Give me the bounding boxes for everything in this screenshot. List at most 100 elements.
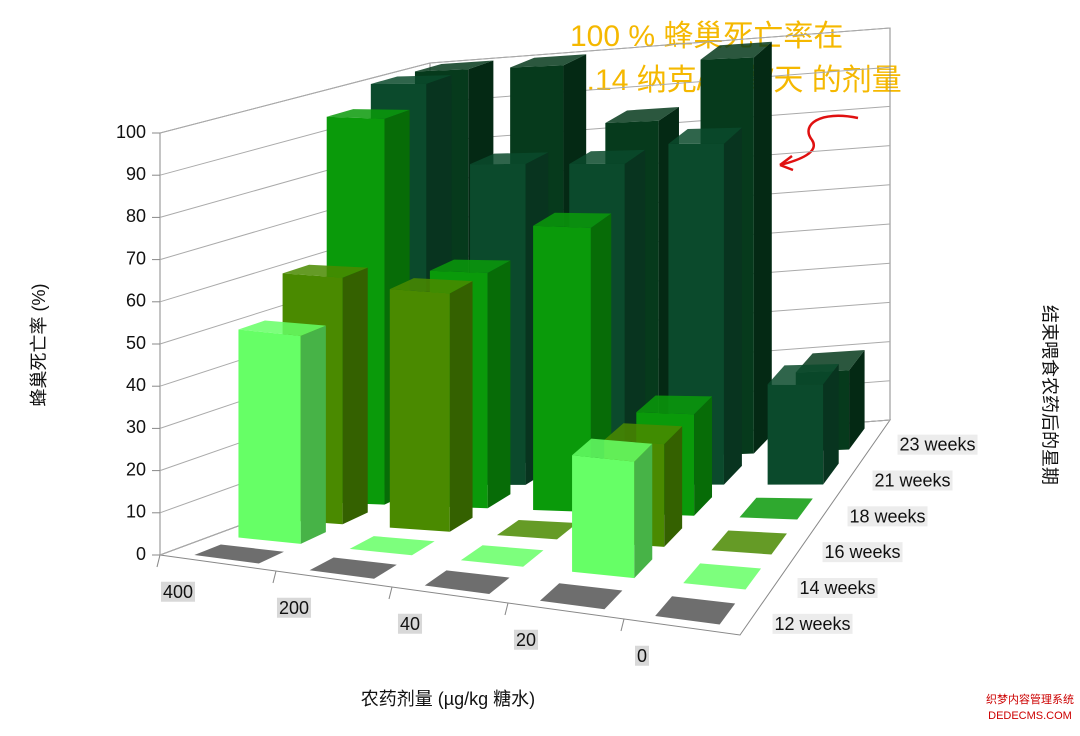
annotation-arrow-head — [779, 155, 794, 172]
x-tick — [504, 602, 509, 616]
bar-side — [823, 364, 839, 485]
annotation-arrow — [779, 114, 859, 167]
bar-top — [569, 149, 646, 164]
x-tick-label: 20 — [516, 630, 536, 650]
bar-front — [767, 384, 824, 485]
bar — [572, 438, 653, 579]
x-tick — [272, 570, 277, 584]
bar — [309, 557, 397, 579]
legend-label-bg — [847, 506, 928, 527]
bar-top — [496, 520, 578, 540]
bar-top — [282, 264, 368, 278]
bar-top — [414, 60, 494, 72]
x-tick — [620, 618, 625, 632]
y-axis-title: 蜂巢死亡率 (%) — [29, 284, 49, 407]
watermark: DEDECMS.COM — [988, 710, 1072, 722]
legend-label: 21 weeks — [875, 471, 951, 491]
bar — [533, 212, 612, 513]
y-tick-label: 0 — [136, 544, 146, 564]
y-tick-label: 10 — [126, 502, 146, 522]
bar — [767, 364, 839, 485]
bar-side — [487, 260, 511, 509]
bar-top — [424, 570, 510, 595]
y-tick-label: 70 — [126, 248, 146, 268]
bar-top — [572, 438, 653, 462]
bar — [460, 545, 544, 567]
bar — [683, 563, 762, 590]
x-tick-label-bg — [634, 645, 650, 666]
legend-label: 12 weeks — [775, 614, 851, 634]
bar — [539, 583, 623, 610]
bar — [655, 596, 736, 625]
bar-side — [723, 127, 742, 485]
bar-top — [533, 212, 612, 228]
bar-top — [668, 127, 742, 144]
bar — [739, 497, 813, 520]
bar — [424, 570, 510, 595]
bar-side — [694, 396, 713, 516]
legend-label: 18 weeks — [850, 506, 926, 526]
bar-side — [664, 426, 683, 547]
x-tick-label: 200 — [279, 598, 309, 618]
bar-top — [370, 75, 452, 84]
x-tick-label-bg — [513, 629, 539, 650]
bar — [194, 544, 284, 564]
bar-side — [634, 443, 653, 579]
bar-front — [533, 225, 591, 513]
watermark: 织梦内容管理系统 — [986, 692, 1074, 706]
x-tick — [156, 554, 161, 568]
y-tick-label: 60 — [126, 291, 146, 311]
x-tick-label: 40 — [400, 614, 420, 634]
bar-side — [849, 349, 865, 450]
bar-top — [510, 54, 587, 68]
x-tick-label: 0 — [637, 646, 647, 666]
bar-top — [683, 563, 762, 590]
y-tick-label: 30 — [126, 417, 146, 437]
bar — [238, 320, 326, 544]
bar-top — [636, 395, 713, 415]
bar-top — [711, 530, 787, 555]
x-tick — [388, 586, 393, 600]
bar-side — [590, 213, 612, 513]
bar-top — [194, 544, 284, 564]
bar-front — [572, 455, 635, 579]
annotation: 100 % 蜂巢死亡率在 — [570, 20, 843, 53]
x-tick-label-bg — [397, 613, 423, 634]
bar — [349, 536, 435, 556]
bar — [496, 520, 578, 540]
bar-top — [389, 278, 473, 294]
bar-top — [655, 596, 736, 625]
bar-top — [460, 545, 544, 567]
legend-label-bg — [872, 470, 953, 491]
bar-top — [326, 109, 410, 119]
bar-top — [309, 557, 397, 579]
bar-side — [342, 267, 368, 525]
bar-side — [300, 325, 326, 544]
bar-top — [349, 536, 435, 556]
x-axis-title: 农药剂量 (µg/kg 糖水) — [361, 689, 535, 709]
x-tick-label: 400 — [163, 582, 193, 602]
bar — [711, 530, 787, 555]
bar-side — [449, 281, 473, 532]
bar-top — [238, 320, 326, 336]
bar-top — [429, 259, 511, 273]
y-tick-label: 20 — [126, 459, 146, 479]
y-tick-label: 50 — [126, 333, 146, 353]
y-tick-label: 80 — [126, 206, 146, 226]
z-axis-title: 结束喂食农药后的星期 — [1039, 305, 1059, 485]
y-tick-label: 90 — [126, 164, 146, 184]
bar-top — [539, 583, 623, 610]
bar-front — [389, 289, 450, 532]
bar-front — [238, 329, 301, 544]
legend-label-bg — [797, 578, 878, 598]
bar-top — [739, 497, 813, 520]
legend-label: 14 weeks — [800, 578, 876, 598]
bar — [389, 278, 473, 532]
legend-label-bg — [822, 542, 903, 563]
y-tick-label: 100 — [116, 122, 146, 142]
grid-line — [159, 27, 891, 134]
x-tick-label-bg — [160, 581, 196, 602]
x-tick-label-bg — [276, 597, 312, 618]
bar-top — [700, 41, 772, 60]
